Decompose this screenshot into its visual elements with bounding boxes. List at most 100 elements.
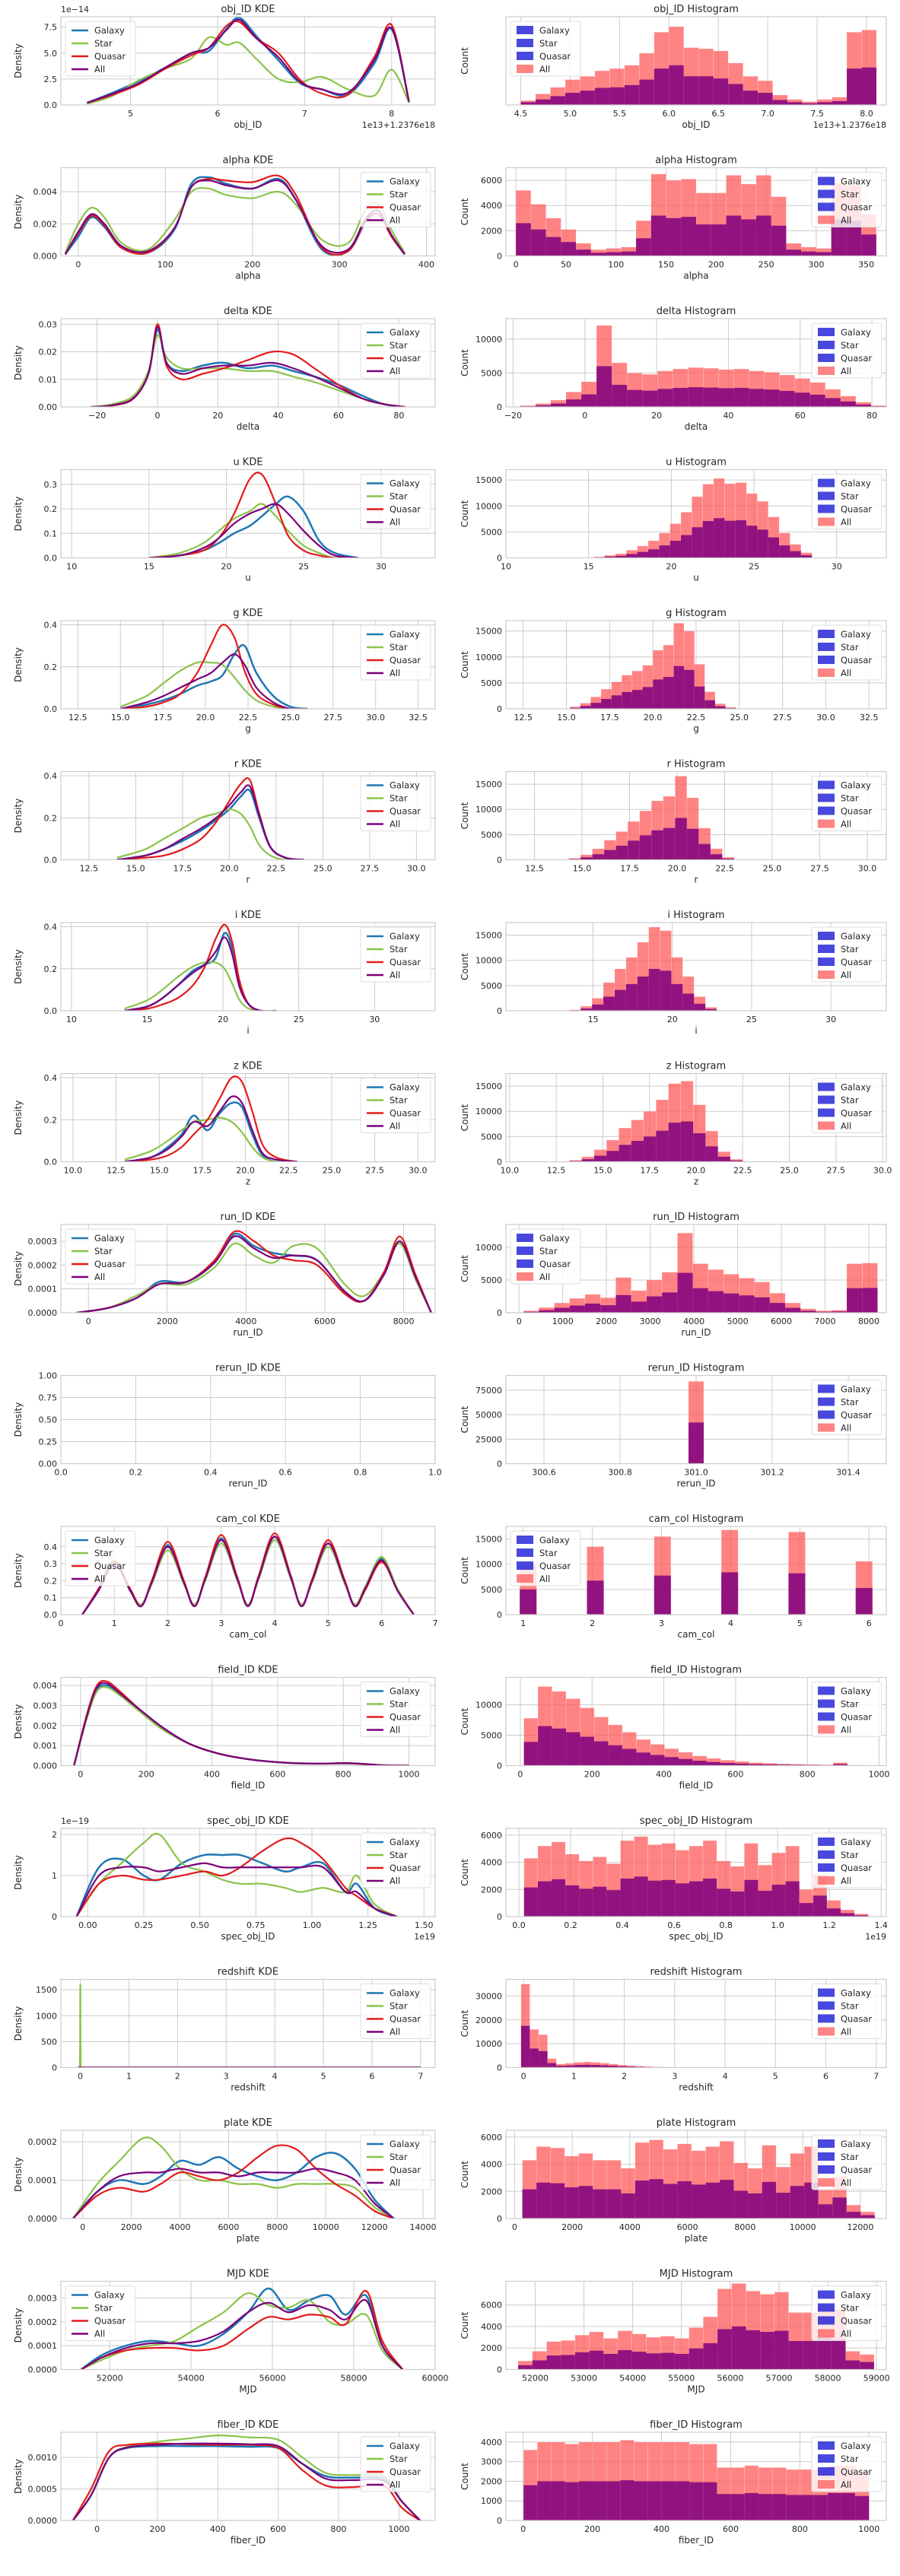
legend-swatch-star bbox=[517, 39, 533, 47]
x-axis-label: rerun_ID bbox=[229, 1479, 268, 1489]
hist-bar-class bbox=[619, 1145, 631, 1161]
legend-label-galaxy: Galaxy bbox=[390, 1082, 420, 1093]
hist-bar-class bbox=[689, 2482, 703, 2520]
x-axis-label: run_ID bbox=[234, 1327, 263, 1338]
legend-swatch-all bbox=[818, 216, 835, 224]
hist-bar-class bbox=[681, 1121, 693, 1161]
x-tick-label: 1 bbox=[571, 2072, 577, 2082]
x-tick-label: 30 bbox=[369, 1015, 380, 1024]
legend-label-star: Star bbox=[94, 2303, 113, 2314]
x-tick-label: 25 bbox=[749, 562, 759, 572]
x-tick-label: 10.0 bbox=[64, 1166, 83, 1176]
x-tick-label: 30 bbox=[832, 562, 842, 572]
hist-bar-class bbox=[788, 1574, 805, 1615]
y-tick-label: 0.0000 bbox=[28, 1308, 58, 1318]
x-tick-label: 30.0 bbox=[409, 1166, 428, 1176]
legend-swatch-galaxy bbox=[818, 1083, 835, 1091]
y-axis-label: Density bbox=[13, 1402, 24, 1437]
legend-label-quasar: Quasar bbox=[841, 806, 872, 817]
chart-title: run_ID KDE bbox=[220, 1212, 275, 1223]
legend-swatch-galaxy bbox=[818, 630, 835, 638]
y-tick-label: 0 bbox=[497, 1006, 502, 1016]
hist-bar-class bbox=[626, 984, 638, 1011]
x-tick-label: 20.0 bbox=[644, 713, 663, 723]
y-tick-label: 5000 bbox=[481, 1731, 502, 1741]
legend-label-galaxy: Galaxy bbox=[390, 1837, 420, 1847]
legend-label-all: All bbox=[94, 64, 105, 75]
legend-swatch-galaxy bbox=[818, 781, 835, 789]
x-tick-label: 350 bbox=[858, 260, 874, 270]
y-axis-label: Count bbox=[460, 2161, 470, 2188]
chart-title: r Histogram bbox=[667, 759, 726, 770]
hist-bar-class bbox=[612, 695, 622, 709]
y-tick-label: 0.0003 bbox=[28, 2293, 58, 2303]
hist-bar-class bbox=[552, 1879, 565, 1917]
legend-label-all: All bbox=[841, 819, 851, 830]
legend-swatch-all bbox=[818, 1876, 835, 1885]
hist-bar-class bbox=[687, 829, 699, 860]
x-tick-label: 20.0 bbox=[687, 1166, 706, 1176]
hist-bar-class bbox=[656, 1131, 668, 1162]
hist-bar-class bbox=[664, 1757, 678, 1765]
hist-bar-class bbox=[705, 1146, 717, 1161]
legend-label-all: All bbox=[841, 668, 851, 678]
hist-bar-class bbox=[649, 2179, 663, 2219]
hist-bar-class bbox=[739, 1295, 754, 1313]
y-axis-label: Count bbox=[460, 2311, 470, 2339]
x-tick-label: 57000 bbox=[765, 2374, 792, 2384]
legend-label-all: All bbox=[841, 2177, 851, 2188]
x-tick-label: 12.5 bbox=[547, 1166, 566, 1176]
y-tick-label: 10000 bbox=[475, 501, 502, 511]
x-tick-label: 25.0 bbox=[763, 864, 782, 874]
hist-bar-class bbox=[717, 2329, 732, 2369]
y-tick-label: 10000 bbox=[475, 2039, 502, 2049]
y-tick-label: 0 bbox=[497, 1460, 502, 1469]
y-axis-label: Count bbox=[460, 1406, 470, 1433]
hist-bar-class bbox=[841, 1914, 854, 1917]
legend-label-quasar: Quasar bbox=[390, 202, 421, 213]
hist-bar-class bbox=[779, 545, 790, 557]
hist-bar-class bbox=[594, 1156, 606, 1162]
hist-bar-class bbox=[785, 1308, 800, 1313]
hist-bar-class bbox=[841, 2493, 855, 2520]
legend-swatch-star bbox=[818, 1850, 835, 1859]
hist-bar-class bbox=[762, 2182, 777, 2219]
hist-bar-class bbox=[827, 1908, 841, 1917]
legend-label-star: Star bbox=[390, 1095, 408, 1106]
x-offset-text: 1e13+1.2376e18 bbox=[362, 120, 435, 130]
legend-label-star: Star bbox=[841, 189, 859, 200]
hist-bar-class bbox=[726, 215, 741, 256]
hist-bar-class bbox=[689, 1422, 704, 1463]
legend-swatch-galaxy bbox=[818, 479, 835, 488]
legend-swatch-galaxy bbox=[517, 1234, 533, 1242]
hist-bar-class bbox=[626, 554, 637, 557]
chart-title: delta KDE bbox=[224, 306, 272, 317]
x-tick-label: 15 bbox=[588, 1015, 599, 1024]
hist-bar-class bbox=[603, 996, 615, 1011]
legend-label-quasar: Quasar bbox=[94, 1561, 126, 1571]
x-tick-label: 7000 bbox=[815, 1317, 836, 1326]
x-tick-label: 6000 bbox=[218, 2222, 239, 2232]
legend-label-galaxy: Galaxy bbox=[94, 1535, 125, 1545]
legend-swatch-quasar bbox=[818, 1411, 835, 1419]
hist-bar-class bbox=[565, 2482, 579, 2520]
x-tick-label: 10 bbox=[501, 562, 511, 572]
x-tick-label: 14000 bbox=[410, 2222, 437, 2232]
y-tick-label: 0 bbox=[497, 1308, 502, 1318]
hist-bar-class bbox=[644, 1136, 656, 1161]
hist-bar-class bbox=[689, 2349, 704, 2370]
legend-label-all: All bbox=[390, 1121, 400, 1132]
y-tick-label: 0.0010 bbox=[28, 2453, 58, 2463]
y-tick-label: 0.4 bbox=[44, 771, 58, 781]
hist-bar-class bbox=[579, 2186, 593, 2219]
